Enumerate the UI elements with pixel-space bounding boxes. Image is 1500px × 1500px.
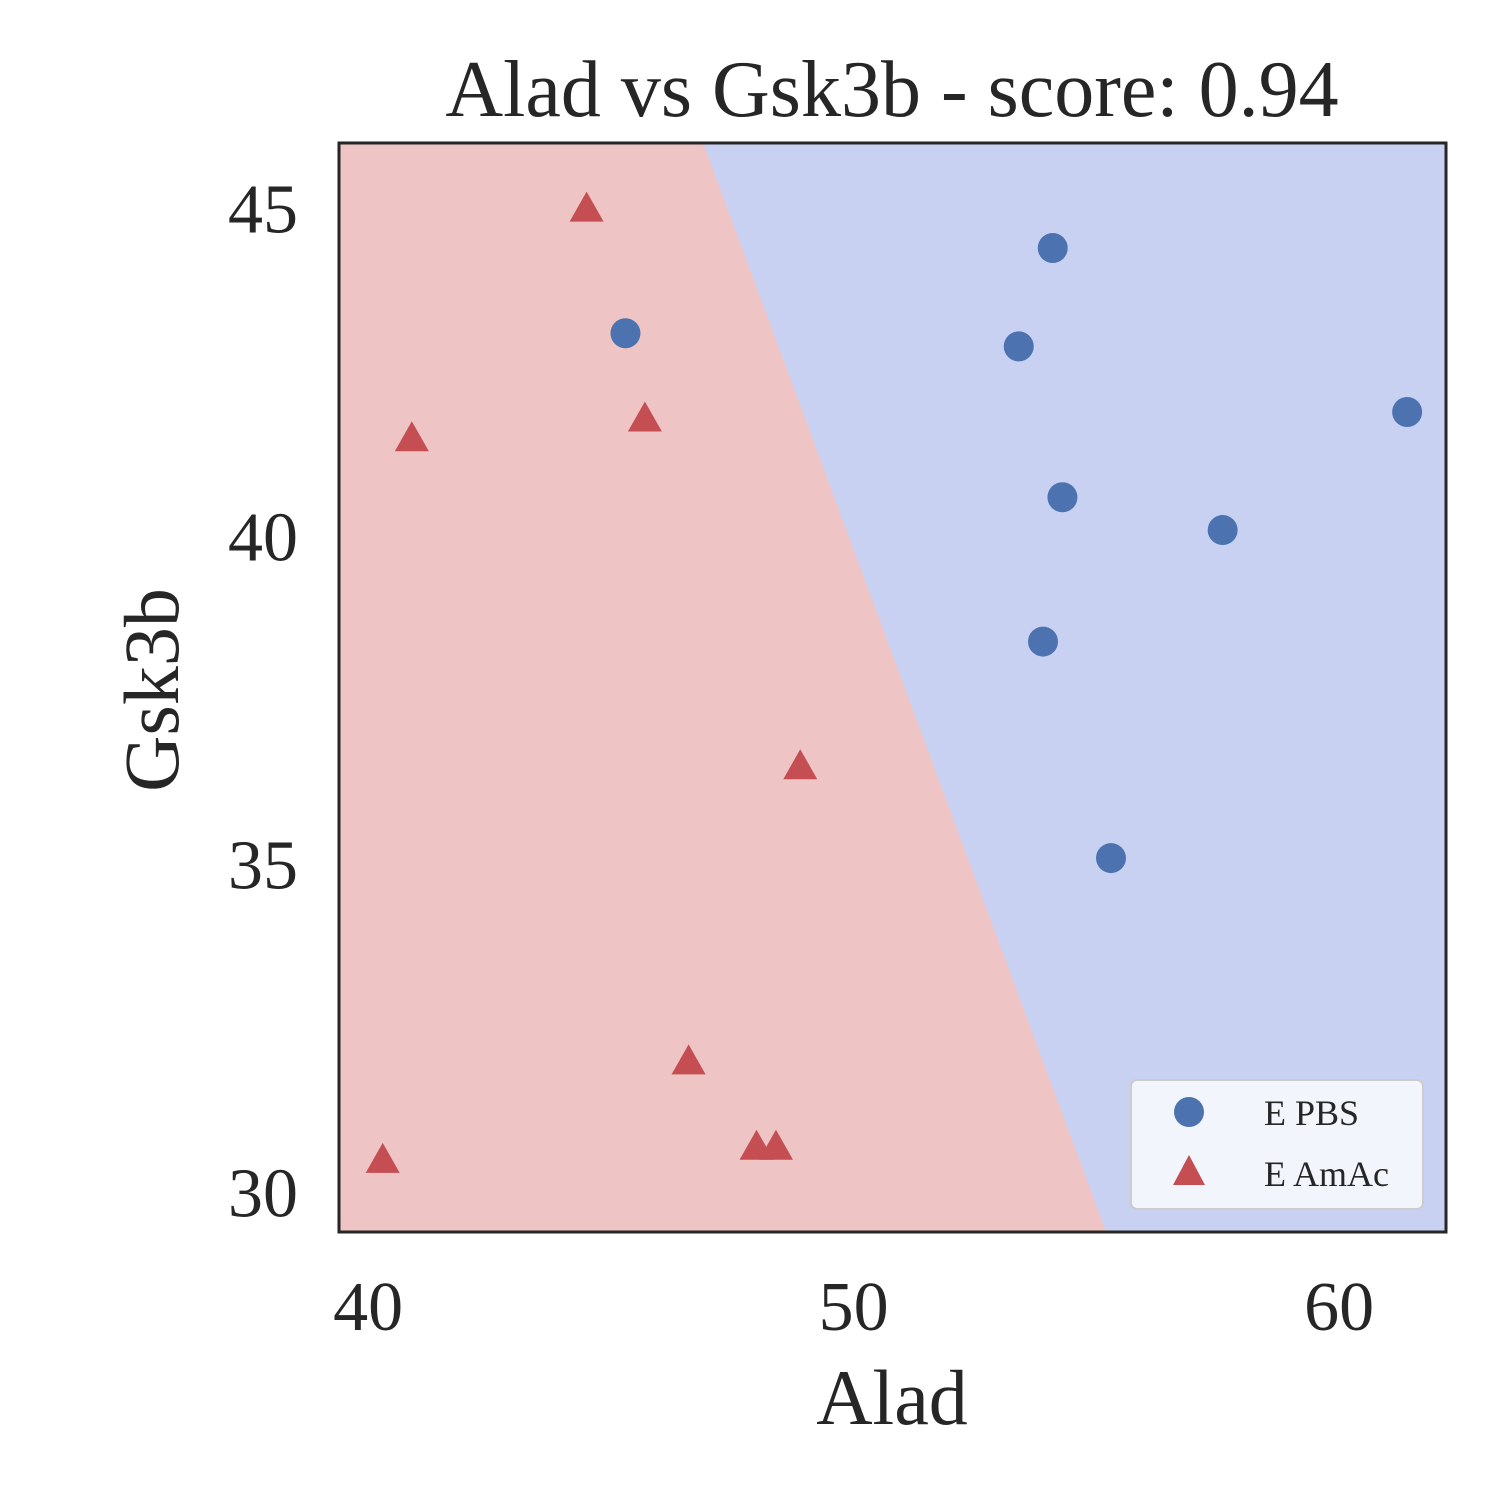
- x-tick-label-60: 60: [1304, 1269, 1374, 1346]
- legend-marker-e-amac: [1173, 1155, 1205, 1185]
- legend-box: [1130, 1079, 1424, 1210]
- legend-marker-e-pbs: [1174, 1097, 1204, 1127]
- plot-area-frame: [337, 141, 1448, 1234]
- data-points: [365, 191, 1423, 1173]
- y-tick-label-35: 35: [228, 828, 298, 905]
- point-e-pbs-5: [1207, 515, 1238, 546]
- decision-regions: [339, 143, 1446, 1232]
- point-e-pbs-6: [1028, 626, 1059, 657]
- x-tick-label-40: 40: [333, 1269, 403, 1346]
- x-tick-label-50: 50: [819, 1269, 889, 1346]
- y-axis-ticks: 30 35 40 45: [228, 172, 298, 1233]
- point-e-amac-3: [627, 401, 662, 432]
- point-e-pbs-1: [1037, 232, 1068, 263]
- point-e-pbs-2: [1003, 331, 1034, 362]
- point-e-amac-7: [758, 1129, 793, 1160]
- region-e-amac: [339, 143, 1107, 1232]
- x-axis-ticks: 40 50 60: [333, 1269, 1374, 1346]
- legend: E PBS E AmAc: [1130, 1079, 1424, 1210]
- chart-title: Alad vs Gsk3b - score: 0.94: [445, 46, 1338, 134]
- point-e-pbs-4: [1047, 482, 1078, 513]
- legend-label-e-pbs: E PBS: [1264, 1093, 1359, 1133]
- y-tick-label-40: 40: [228, 500, 298, 577]
- y-axis-label: Gsk3b: [108, 588, 195, 792]
- legend-label-e-amac: E AmAc: [1264, 1154, 1389, 1194]
- point-e-pbs-7: [1095, 843, 1126, 874]
- point-e-amac-8: [365, 1142, 400, 1173]
- point-e-amac-4: [783, 749, 818, 780]
- y-tick-label-30: 30: [228, 1156, 298, 1233]
- point-e-amac-1: [569, 191, 604, 222]
- x-axis-label: Alad: [816, 1354, 968, 1441]
- point-e-amac-5: [671, 1044, 706, 1075]
- y-tick-label-45: 45: [228, 172, 298, 249]
- point-e-amac-2: [394, 421, 429, 452]
- point-e-pbs-3: [1392, 396, 1423, 427]
- point-e-pbs-8: [610, 318, 641, 349]
